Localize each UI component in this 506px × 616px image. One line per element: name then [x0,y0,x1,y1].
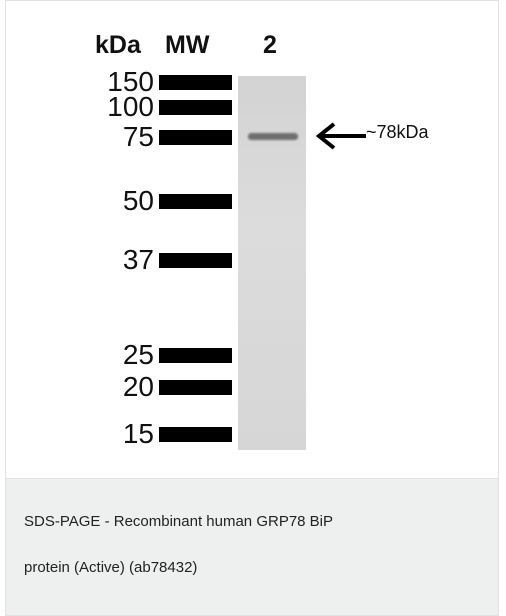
band-annotation: ~78kDa [366,122,429,143]
marker-lane-label: MW [165,31,209,60]
unit-label: kDa [95,31,141,60]
arrow [314,122,368,150]
marker-band [159,75,232,90]
marker-band [159,100,232,115]
marker-label: 75 [74,123,154,151]
marker-label: 100 [74,93,154,121]
marker-label: 15 [74,420,154,448]
marker-label: 50 [74,187,154,215]
marker-band [159,130,232,145]
marker-label: 20 [74,373,154,401]
caption: SDS-PAGE - Recombinant human GRP78 BiP p… [5,478,499,616]
page: kDa MW 2 ~78kDa 150100755037252015 SDS-P… [0,0,506,616]
marker-label: 25 [74,341,154,369]
marker-band [159,380,232,395]
marker-band [159,253,232,268]
caption-line: SDS-PAGE - Recombinant human GRP78 BiP [24,513,333,530]
marker-label: 37 [74,246,154,274]
marker-band [159,427,232,442]
protein-band [248,133,298,140]
sample-lane-label: 2 [263,31,277,60]
marker-band [159,194,232,209]
marker-band [159,348,232,363]
caption-line: protein (Active) (ab78432) [24,559,197,576]
